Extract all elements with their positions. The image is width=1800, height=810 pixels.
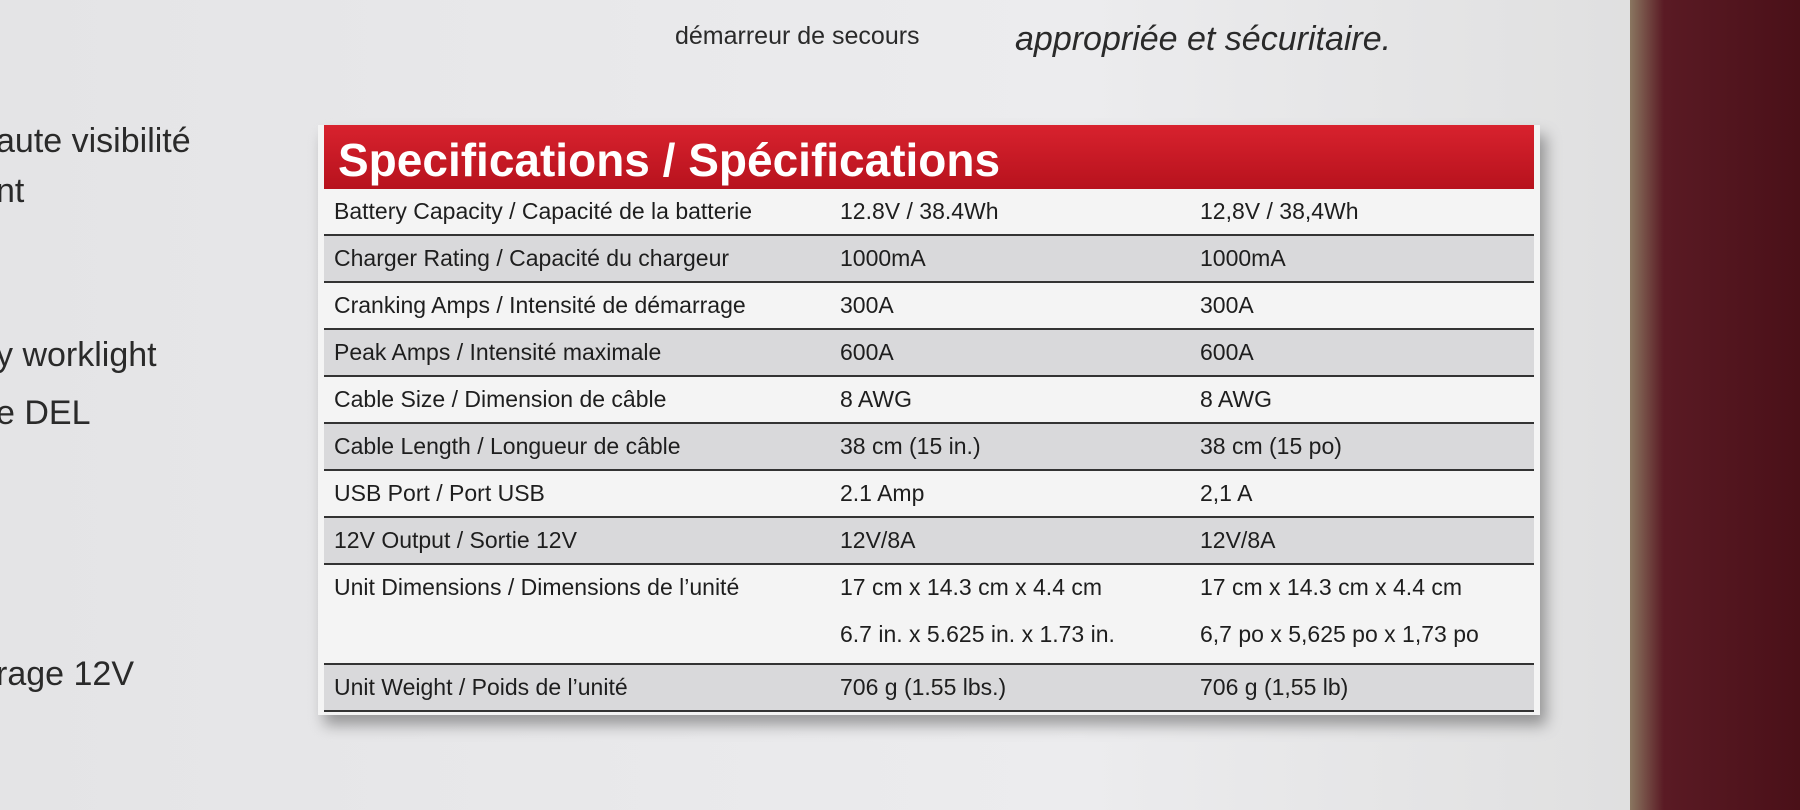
table-row: Unit Weight / Poids de l’unité 706 g (1.5… (324, 665, 1534, 712)
row-label: Cable Length / Longueur de câble (334, 433, 681, 459)
table-row: Cable Length / Longueur de câble 38 cm (1… (324, 424, 1534, 471)
row-label: Charger Rating / Capacité du chargeur (334, 245, 730, 271)
value-en: 300A (840, 292, 894, 318)
background-edge (1630, 0, 1800, 810)
row-label: 12V Output / Sortie 12V (334, 527, 577, 553)
table-row: 12V Output / Sortie 12V 12V/8A 12V/8A (324, 518, 1534, 565)
side-text: rage 12V (0, 655, 134, 693)
side-text: e DEL (0, 394, 91, 432)
table-row: Charger Rating / Capacité du chargeur 100… (324, 236, 1534, 283)
value-en: 1000mA (840, 245, 926, 271)
table-row: USB Port / Port USB 2.1 Amp 2,1 A (324, 471, 1534, 518)
top-text: appropriée et sécuritaire. (1015, 20, 1392, 58)
side-text: y worklight (0, 336, 157, 374)
value-fr: 706 g (1,55 lb) (1200, 674, 1349, 700)
value-en: 38 cm (15 in.) (840, 433, 981, 459)
row-label: Battery Capacity / Capacité de la batter… (334, 198, 753, 224)
value-fr: 300A (1200, 292, 1254, 318)
table-header: Specifications / Spécifications (324, 125, 1534, 189)
value-fr: 8 AWG (1200, 386, 1272, 412)
side-text: aute visibilité (0, 122, 191, 160)
value-fr: 12V/8A (1200, 527, 1276, 553)
side-text: nt (0, 172, 25, 210)
value-en: 8 AWG (840, 386, 912, 412)
spec-table: Specifications / Spécifications Battery … (318, 125, 1540, 715)
value-fr: 1000mA (1200, 245, 1286, 271)
value-en: 706 g (1.55 lbs.) (840, 674, 1007, 700)
top-text: démarreur de secours (675, 22, 920, 50)
value-fr: 38 cm (15 po) (1200, 433, 1342, 459)
row-label: Peak Amps / Intensité maximale (334, 339, 662, 365)
value-en: 6.7 in. x 5.625 in. x 1.73 in. (840, 621, 1115, 647)
table-row: Cable Size / Dimension de câble 8 AWG 8 AW… (324, 377, 1534, 424)
table-row: Cranking Amps / Intensité de démarrage 30… (324, 283, 1534, 330)
row-label: Unit Dimensions / Dimensions de l’unité (334, 574, 740, 600)
value-en: 600A (840, 339, 894, 365)
value-fr: 17 cm x 14.3 cm x 4.4 cm (1200, 574, 1463, 600)
value-fr: 2,1 A (1200, 480, 1253, 506)
row-label: Cable Size / Dimension de câble (334, 386, 667, 412)
row-label: USB Port / Port USB (334, 480, 545, 506)
row-label: Unit Weight / Poids de l’unité (334, 674, 628, 700)
value-fr: 6,7 po x 5,625 po x 1,73 po (1200, 621, 1479, 647)
table-title: Specifications / Spécifications (338, 134, 1001, 186)
table-row: Battery Capacity / Capacité de la batter… (324, 189, 1534, 236)
row-label: Cranking Amps / Intensité de démarrage (334, 292, 746, 318)
value-en: 12V/8A (840, 527, 916, 553)
table-row: Peak Amps / Intensité maximale 600A 600A (324, 330, 1534, 377)
value-fr: 12,8V / 38,4Wh (1200, 198, 1359, 224)
value-en: 12.8V / 38.4Wh (840, 198, 999, 224)
value-en: 17 cm x 14.3 cm x 4.4 cm (840, 574, 1103, 600)
table-row: Unit Dimensions / Dimensions de l’unité 1… (324, 565, 1534, 665)
value-fr: 600A (1200, 339, 1254, 365)
value-en: 2.1 Amp (840, 480, 925, 506)
